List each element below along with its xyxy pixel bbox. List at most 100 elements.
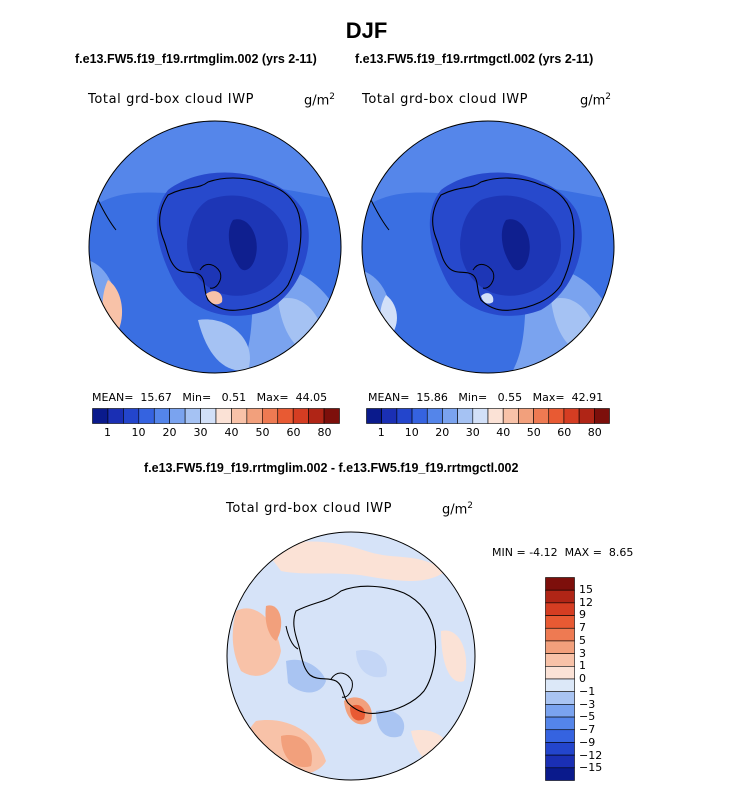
colorbar-tick-label: 1 <box>579 659 586 673</box>
colorbar-swatch <box>545 666 575 680</box>
colorbar-tick-label: 80 <box>317 426 332 439</box>
colorbar-tick-label: 40 <box>224 426 239 439</box>
colorbar-swatch <box>308 408 325 424</box>
colorbar-tick-label: 0 <box>579 672 586 685</box>
colorbar-tick-label: −1 <box>579 684 596 698</box>
colorbar-swatch <box>545 678 575 692</box>
figure-title: DJF <box>345 18 388 43</box>
colorbar-tick-label: 20 <box>435 426 450 439</box>
right-panel-label: Total grd-box cloud IWP <box>362 92 529 107</box>
colorbar-swatch <box>169 408 186 424</box>
colorbar-swatch <box>487 408 504 424</box>
colorbar-tick-label: 20 <box>162 426 177 439</box>
colorbar-swatch <box>545 653 575 667</box>
colorbar-tick-label: 40 <box>496 426 511 439</box>
colorbar-swatch <box>123 408 140 424</box>
left-stats: MEAN= 15.67 Min= 0.51 Max= 44.05 <box>92 391 328 404</box>
colorbar-swatch <box>231 408 248 424</box>
colorbar-swatch <box>548 408 565 424</box>
colorbar-tick-label: −12 <box>579 748 603 762</box>
colorbar-swatch <box>92 408 109 424</box>
colorbar-swatch <box>545 729 575 743</box>
colorbar-swatch <box>518 408 534 424</box>
left-panel-label: Total grd-box cloud IWP <box>88 92 255 107</box>
diff-colorbar <box>545 577 575 781</box>
left-map <box>88 120 342 374</box>
right-colorbar <box>366 408 610 424</box>
colorbar-tick-label: −9 <box>579 735 596 749</box>
colorbar-swatch <box>426 408 443 424</box>
colorbar-tick-label: 50 <box>526 426 541 439</box>
colorbar-swatch <box>366 408 382 424</box>
colorbar-swatch <box>545 627 575 642</box>
colorbar-tick-label: 3 <box>579 646 586 660</box>
right-panel-unit: g/m2 <box>580 92 612 109</box>
colorbar-swatch <box>545 704 575 718</box>
colorbar-swatch <box>107 408 124 424</box>
colorbar-swatch <box>323 408 340 424</box>
colorbar-swatch <box>594 408 610 424</box>
colorbar-swatch <box>545 589 575 604</box>
colorbar-tick-label: 30 <box>465 426 480 439</box>
colorbar-tick-label: 80 <box>587 426 602 439</box>
colorbar-swatch <box>545 640 575 654</box>
colorbar-tick-label: 50 <box>255 426 270 439</box>
colorbar-tick-label: 30 <box>193 426 208 439</box>
colorbar-swatch <box>545 767 575 781</box>
colorbar-tick-label: −15 <box>579 761 603 775</box>
colorbar-swatch <box>262 408 279 424</box>
diff-case-title: f.e13.FW5.f19_f19.rrtmglim.002 - f.e13.F… <box>144 461 519 475</box>
left-panel-unit: g/m2 <box>304 92 336 109</box>
colorbar-swatch <box>545 742 575 756</box>
colorbar-tick-label: 9 <box>579 608 586 622</box>
colorbar-swatch <box>545 754 575 769</box>
colorbar-swatch <box>153 408 170 424</box>
colorbar-tick-label: −3 <box>579 697 596 711</box>
diff-stats: MIN = -4.12 MAX = 8.65 <box>492 546 634 559</box>
colorbar-tick-label: 7 <box>579 621 586 634</box>
diff-panel-label: Total grd-box cloud IWP <box>226 501 393 516</box>
right-case-title: f.e13.FW5.f19_f19.rrtmgctl.002 (yrs 2-11… <box>355 52 594 66</box>
colorbar-tick-label: 1 <box>377 426 385 439</box>
colorbar-tick-label: 1 <box>104 426 111 439</box>
right-colorbar-ticks: 1 10 20 30 40 50 60 80 <box>366 426 610 442</box>
colorbar-swatch <box>411 408 428 424</box>
colorbar-swatch <box>563 408 580 424</box>
colorbar-swatch <box>396 408 413 424</box>
colorbar-tick-label: −7 <box>579 723 596 736</box>
colorbar-swatch <box>533 408 550 424</box>
right-map <box>361 120 615 374</box>
colorbar-swatch <box>502 408 519 424</box>
colorbar-swatch <box>578 408 595 424</box>
colorbar-swatch <box>545 615 575 629</box>
colorbar-swatch <box>246 408 263 424</box>
colorbar-swatch <box>277 408 294 424</box>
colorbar-tick-label: −5 <box>579 710 596 724</box>
diff-panel-unit: g/m2 <box>442 501 474 518</box>
colorbar-swatch <box>292 408 309 424</box>
colorbar-swatch <box>138 408 155 424</box>
colorbar-tick-label: 15 <box>579 582 593 596</box>
colorbar-swatch <box>472 408 489 424</box>
colorbar-swatch <box>381 408 398 424</box>
right-stats: MEAN= 15.86 Min= 0.55 Max= 42.91 <box>368 391 604 404</box>
colorbar-swatch <box>200 408 217 424</box>
colorbar-tick-label: 10 <box>131 426 146 439</box>
colorbar-swatch <box>184 408 201 424</box>
left-colorbar <box>92 408 340 424</box>
colorbar-swatch <box>215 408 232 424</box>
colorbar-tick-label: 60 <box>286 426 301 439</box>
colorbar-swatch <box>457 408 474 424</box>
diff-map <box>226 531 476 781</box>
colorbar-tick-label: 5 <box>579 633 586 647</box>
left-case-title: f.e13.FW5.f19_f19.rrtmglim.002 (yrs 2-11… <box>75 52 317 66</box>
colorbar-tick-label: 60 <box>557 426 572 439</box>
colorbar-swatch <box>545 716 575 731</box>
left-colorbar-ticks: 1 10 20 30 40 50 60 80 <box>92 426 340 442</box>
colorbar-swatch <box>545 691 575 705</box>
colorbar-swatch <box>545 577 575 591</box>
colorbar-tick-label: 12 <box>579 595 593 609</box>
diff-colorbar-ticks: 15 12 9 7 5 3 1 0 −1 −3 −5 −7 −9 −12 −15 <box>579 577 629 781</box>
colorbar-tick-label: 10 <box>404 426 419 439</box>
colorbar-swatch <box>442 408 458 424</box>
